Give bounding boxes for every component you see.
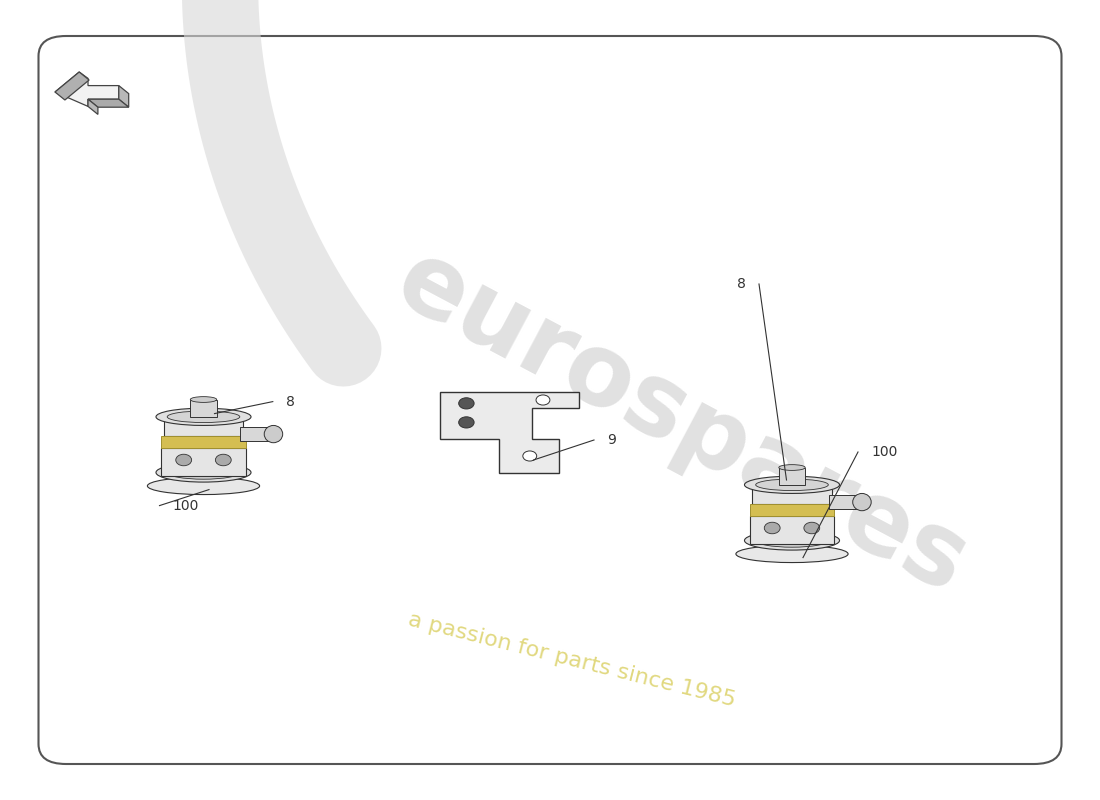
- Text: eurospares: eurospares: [381, 233, 983, 615]
- Circle shape: [536, 395, 550, 405]
- Ellipse shape: [156, 463, 251, 482]
- Ellipse shape: [756, 479, 828, 490]
- Bar: [829, 495, 862, 509]
- Bar: [750, 515, 834, 544]
- Ellipse shape: [167, 411, 240, 422]
- Ellipse shape: [190, 397, 217, 402]
- Text: 8: 8: [286, 394, 295, 409]
- Text: 9: 9: [607, 433, 616, 447]
- Ellipse shape: [264, 426, 283, 442]
- Text: 100: 100: [871, 445, 898, 459]
- FancyBboxPatch shape: [39, 36, 1062, 764]
- Polygon shape: [119, 86, 129, 107]
- Polygon shape: [55, 72, 89, 100]
- Ellipse shape: [745, 476, 839, 494]
- Text: 100: 100: [173, 498, 199, 513]
- Bar: [750, 504, 834, 515]
- Text: 8: 8: [737, 277, 746, 291]
- Circle shape: [459, 398, 474, 409]
- Bar: [162, 436, 245, 447]
- Circle shape: [216, 454, 231, 466]
- Ellipse shape: [745, 531, 839, 550]
- Circle shape: [459, 417, 474, 428]
- Ellipse shape: [756, 534, 828, 547]
- Bar: [241, 427, 274, 441]
- Bar: [779, 467, 805, 485]
- Circle shape: [804, 522, 820, 534]
- Ellipse shape: [156, 408, 251, 426]
- Polygon shape: [55, 72, 119, 106]
- Circle shape: [522, 451, 537, 461]
- Circle shape: [764, 522, 780, 534]
- Polygon shape: [440, 392, 579, 473]
- Bar: [190, 399, 217, 417]
- Ellipse shape: [147, 478, 260, 494]
- Ellipse shape: [167, 466, 240, 479]
- Polygon shape: [88, 99, 98, 114]
- Ellipse shape: [736, 546, 848, 562]
- Text: a passion for parts since 1985: a passion for parts since 1985: [406, 610, 738, 710]
- Ellipse shape: [779, 465, 805, 470]
- Bar: [162, 447, 245, 476]
- Circle shape: [176, 454, 191, 466]
- Bar: [752, 485, 832, 504]
- Ellipse shape: [852, 494, 871, 510]
- Bar: [164, 417, 243, 436]
- Polygon shape: [88, 99, 129, 107]
